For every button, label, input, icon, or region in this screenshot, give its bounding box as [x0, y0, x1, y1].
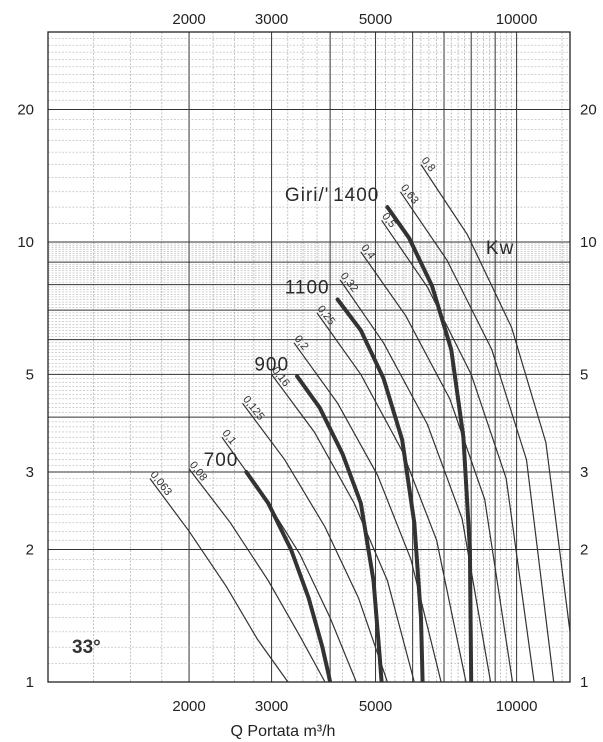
power-curve-label: 0,2 [292, 333, 311, 352]
y-tick-label-left: 5 [26, 366, 34, 383]
y-tick-label-right: 5 [580, 366, 588, 383]
x-tick-label-top: 5000 [359, 11, 392, 28]
speed-curve-label: 1400 [333, 185, 379, 206]
labels-group: 0,063 0,080,10,1250,160,20,250,320,40,50,… [148, 155, 514, 498]
power-unit-label: Kw [486, 238, 514, 259]
power-curve [339, 279, 492, 682]
power-curve-label: 0,8 [419, 155, 438, 174]
power-curve [420, 164, 570, 632]
power-curve [221, 436, 357, 682]
y-tick-label-left: 3 [26, 464, 34, 481]
angle-annotation: 33° [72, 637, 101, 658]
y-tick-label-left: 10 [17, 234, 34, 251]
x-axis-title: Q Portata m³/h [231, 723, 336, 740]
speed-curve-label: 1100 [285, 277, 330, 298]
y-tick-label-right: 3 [580, 464, 588, 481]
power-curve [242, 402, 388, 682]
power-curve [149, 478, 289, 682]
x-tick-label-bottom: 10000 [496, 698, 538, 715]
y-tick-label-right: 10 [580, 234, 597, 251]
speed-curve [335, 297, 425, 682]
power-curve [399, 191, 555, 682]
chart-grid [47, 31, 570, 683]
power-curve [271, 374, 415, 682]
speed-curve [385, 205, 474, 682]
x-tick-label-bottom: 2000 [172, 698, 205, 715]
curves-group [149, 164, 570, 682]
power-curve-label: 0,4 [358, 242, 377, 261]
power-curve-label: 0,1 [220, 428, 239, 447]
power-curve-label: 0,63 [398, 182, 421, 206]
power-curve-label: 0,5 [379, 211, 398, 230]
x-tick-label-top: 3000 [255, 11, 288, 28]
y-tick-label-right: 1 [580, 674, 588, 691]
y-tick-label-left: 1 [26, 674, 34, 691]
power-curve [381, 219, 535, 682]
power-curve [188, 468, 326, 682]
y-tick-label-left: 2 [26, 542, 34, 559]
x-tick-label-bottom: 3000 [255, 698, 288, 715]
speed-unit-label: Giri/' [285, 185, 329, 206]
speed-curve [244, 470, 333, 682]
power-curve [360, 251, 514, 682]
x-tick-label-top: 2000 [172, 11, 205, 28]
power-curve-label: 0,32 [338, 270, 361, 294]
plot-frame [47, 31, 571, 683]
speed-curve [295, 374, 384, 682]
speed-curve-label: 900 [254, 354, 289, 375]
y-tick-label-left: 20 [17, 101, 34, 118]
x-tick-label-top: 10000 [496, 11, 538, 28]
x-tick-label-bottom: 5000 [359, 698, 392, 715]
speed-curve-label: 700 [204, 450, 239, 471]
y-tick-label-right: 20 [580, 101, 597, 118]
y-tick-label-right: 2 [580, 542, 588, 559]
